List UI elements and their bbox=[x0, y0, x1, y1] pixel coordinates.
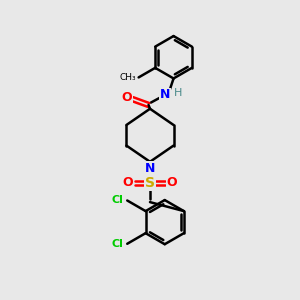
Text: Cl: Cl bbox=[112, 195, 124, 205]
Text: O: O bbox=[122, 91, 132, 104]
Text: Cl: Cl bbox=[112, 239, 124, 249]
Text: CH₃: CH₃ bbox=[119, 73, 136, 82]
Text: N: N bbox=[145, 162, 155, 175]
Text: O: O bbox=[123, 176, 133, 190]
Text: S: S bbox=[145, 176, 155, 190]
Text: H: H bbox=[174, 88, 182, 98]
Text: N: N bbox=[160, 88, 170, 101]
Text: O: O bbox=[167, 176, 177, 190]
